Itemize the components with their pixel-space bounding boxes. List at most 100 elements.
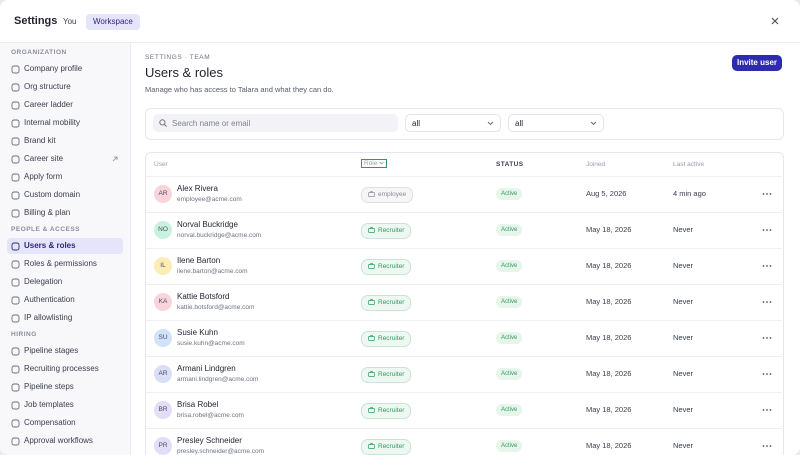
row-menu[interactable] [762, 264, 772, 268]
role-label: employee [378, 191, 407, 198]
nav-item[interactable]: Pipeline stages [7, 343, 123, 359]
tab[interactable]: You [63, 17, 77, 26]
nav-item[interactable]: Career ladder [7, 97, 123, 113]
user-name: Ilene Barton [177, 256, 221, 265]
nav-item[interactable]: IP allowlisting [7, 310, 123, 326]
row-menu[interactable] [762, 300, 772, 304]
joined-date: May 18, 2026 [586, 225, 632, 234]
row-menu[interactable] [762, 372, 772, 376]
nav-item[interactable]: Delegation [7, 274, 123, 290]
section-label: ORGANIZATION [11, 49, 67, 56]
nav-label: Pipeline steps [24, 382, 74, 391]
joined-date: May 18, 2026 [586, 369, 632, 378]
window-title: Settings [14, 15, 58, 27]
row-divider [146, 392, 782, 393]
nav-label: IP allowlisting [24, 313, 73, 322]
nav-item[interactable]: Recruiting processes [7, 361, 123, 377]
row-menu[interactable] [762, 228, 772, 232]
column-header[interactable]: Role [361, 159, 388, 168]
nav-item[interactable]: Job templates [7, 397, 123, 413]
row-divider [146, 212, 782, 213]
nav-item[interactable]: Pipeline steps [7, 379, 123, 395]
search-input[interactable]: Search name or email [153, 114, 398, 132]
user-email: brisa.robel@acme.com [177, 412, 244, 419]
role-label: Recruiter [378, 263, 405, 270]
nav-label: Job templates [24, 400, 74, 409]
row-menu[interactable] [762, 336, 772, 340]
icon [487, 121, 494, 126]
user-email: employee@acme.com [177, 196, 242, 203]
last-active: 4 min ago [673, 189, 706, 198]
joined-date: May 18, 2026 [586, 297, 632, 306]
nav-label: Apply form [24, 172, 63, 181]
close-button[interactable] [771, 17, 779, 25]
user-email: norval.buckridge@acme.com [177, 232, 262, 239]
filter-value: all [412, 119, 421, 128]
status-badge: Active [496, 440, 523, 452]
column-header: Last active [673, 161, 705, 168]
nav-item[interactable]: Internal mobility [7, 115, 123, 131]
nav-label: Users & roles [24, 241, 76, 250]
column-header: Joined [586, 161, 606, 168]
role-badge: employee [361, 187, 414, 203]
joined-date: Aug 5, 2026 [586, 189, 627, 198]
filter-select[interactable]: all [405, 114, 501, 132]
user-name: Alex Rivera [177, 184, 218, 193]
icon [112, 156, 118, 162]
row-menu[interactable] [762, 408, 772, 412]
row-divider [146, 320, 782, 321]
nav-item[interactable]: Compensation [7, 415, 123, 431]
nav-item[interactable]: Authentication [7, 292, 123, 308]
role-label: Recruiter [378, 443, 405, 450]
avatar: SU [154, 329, 172, 347]
nav-item[interactable]: Roles & permissions [7, 256, 123, 272]
nav-item[interactable]: Approval workflows [7, 433, 123, 449]
nav-item[interactable]: Career site [7, 151, 123, 167]
nav-item[interactable]: Company profile [7, 61, 123, 77]
nav-item[interactable]: Custom domain [7, 187, 123, 203]
user-name: Brisa Robel [177, 400, 219, 409]
nav-label: Custom domain [24, 190, 81, 199]
last-active: Never [673, 333, 694, 342]
nav-item[interactable]: Apply form [7, 169, 123, 185]
icon [368, 407, 375, 413]
nav-item[interactable]: Billing & plan [7, 205, 123, 221]
filter-select[interactable]: all [508, 114, 604, 132]
invite-button[interactable]: Invite user [732, 55, 782, 71]
section-label: HIRING [11, 331, 37, 338]
role-badge: Recruiter [361, 331, 412, 347]
nav-item[interactable]: Users & roles [7, 238, 123, 254]
avatar: AR [154, 185, 172, 203]
column-header: User [154, 161, 168, 168]
role-label: Recruiter [378, 407, 405, 414]
row-menu[interactable] [762, 192, 772, 196]
joined-date: May 18, 2026 [586, 441, 632, 450]
user-email: presley.schneider@acme.com [177, 448, 265, 455]
nav-item[interactable]: Org structure [7, 79, 123, 95]
icon [11, 419, 20, 428]
row-divider [146, 356, 782, 357]
role-badge: Recruiter [361, 259, 412, 275]
nav-label: Approval workflows [24, 436, 93, 445]
joined-date: May 18, 2026 [586, 261, 632, 270]
users-table [145, 152, 784, 455]
row-menu[interactable] [762, 444, 772, 448]
role-badge: Recruiter [361, 295, 412, 311]
last-active: Never [673, 405, 694, 414]
icon [11, 137, 20, 146]
nav-label: Pipeline stages [24, 346, 79, 355]
status-badge: Active [496, 224, 523, 236]
row-divider [146, 284, 782, 285]
page-subtitle: Manage who has access to Talara and what… [145, 85, 334, 94]
tab[interactable]: Workspace [86, 14, 140, 30]
row-divider [146, 176, 782, 177]
avatar: NO [154, 221, 172, 239]
last-active: Never [673, 297, 694, 306]
icon [11, 314, 20, 323]
joined-date: May 18, 2026 [586, 333, 632, 342]
icon [368, 335, 375, 341]
last-active: Never [673, 261, 694, 270]
icon [11, 191, 20, 200]
nav-item[interactable]: Brand kit [7, 133, 123, 149]
avatar: BR [154, 401, 172, 419]
